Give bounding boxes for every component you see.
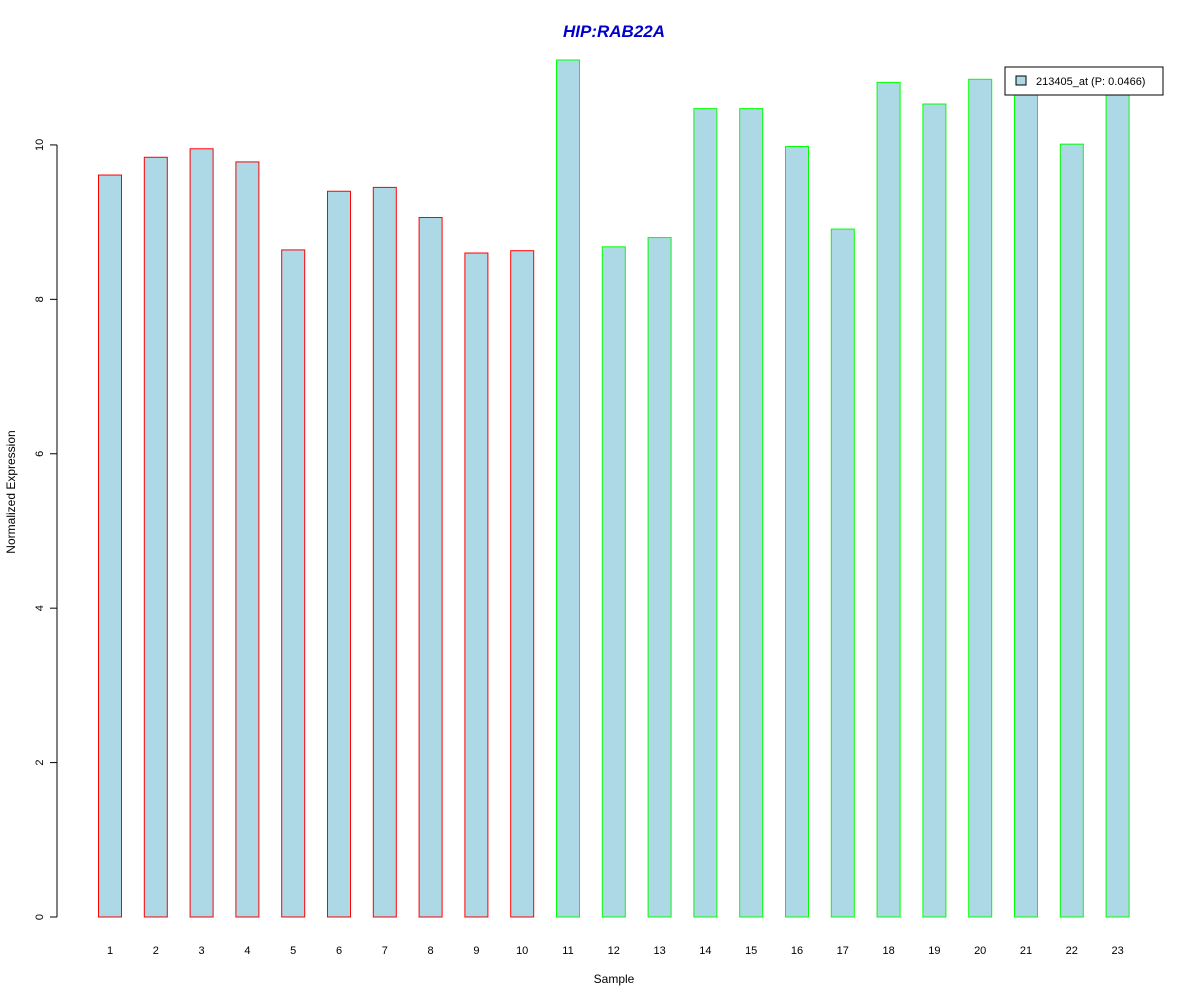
bar-sample-17 xyxy=(830,228,855,918)
y-tick-label: 0 xyxy=(34,914,46,920)
x-tick-label: 6 xyxy=(336,945,342,957)
bar-sample-1 xyxy=(98,174,122,918)
y-axis-label: Normalized Expression xyxy=(4,430,18,553)
chart-title: HIP:RAB22A xyxy=(563,22,665,41)
legend-label: 213405_at (P: 0.0466) xyxy=(1036,76,1145,88)
bar-sample-3 xyxy=(189,148,214,918)
x-tick-label: 23 xyxy=(1111,945,1123,957)
legend-swatch xyxy=(1015,75,1027,86)
legend-box xyxy=(1004,66,1164,96)
bar-sample-14 xyxy=(693,108,718,918)
x-tick-label: 12 xyxy=(608,945,620,957)
x-tick-label: 21 xyxy=(1020,945,1032,957)
bar-sample-21 xyxy=(1014,92,1038,918)
legend: 213405_at (P: 0.0466) xyxy=(1004,66,1164,96)
x-tick-label: 4 xyxy=(244,945,250,957)
x-tick-label: 22 xyxy=(1066,945,1078,957)
x-tick-label: 19 xyxy=(928,945,940,957)
bar-sample-6 xyxy=(327,190,351,918)
x-tick-label: 5 xyxy=(290,945,296,957)
bar-sample-7 xyxy=(372,186,397,918)
bar-sample-4 xyxy=(235,161,260,918)
x-tick-label: 9 xyxy=(473,945,479,957)
y-tick-label: 4 xyxy=(34,605,46,611)
bar-sample-18 xyxy=(876,81,901,918)
y-tick-label: 2 xyxy=(34,760,46,766)
bar-sample-20 xyxy=(968,78,993,918)
x-tick-label: 2 xyxy=(153,945,159,957)
bar-sample-15 xyxy=(739,108,764,918)
bar-sample-12 xyxy=(601,246,626,918)
x-tick-label: 16 xyxy=(791,945,803,957)
x-tick-label: 13 xyxy=(653,945,665,957)
bar-sample-19 xyxy=(922,103,947,918)
x-tick-label: 7 xyxy=(382,945,388,957)
x-tick-label: 15 xyxy=(745,945,757,957)
y-tick-label: 10 xyxy=(34,139,46,151)
bar-sample-8 xyxy=(418,217,443,918)
x-tick-labels: 1 2 3 4 5 6 7 8 9 10 11 12 13 14 15 16 17 18 19 20 21 22 23 xyxy=(107,945,1124,957)
y-axis: 0 2 4 6 8 10 xyxy=(34,139,58,920)
bar-sample-22 xyxy=(1059,143,1084,918)
y-tick-label: 6 xyxy=(34,451,46,457)
x-tick-label: 1 xyxy=(107,945,113,957)
bar-sample-13 xyxy=(647,237,672,918)
bar-sample-16 xyxy=(785,145,809,918)
x-tick-label: 10 xyxy=(516,945,528,957)
x-tick-label: 11 xyxy=(562,945,573,957)
bar-sample-9 xyxy=(464,252,489,918)
x-tick-label: 20 xyxy=(974,945,986,957)
bar-sample-10 xyxy=(510,250,535,918)
x-tick-label: 14 xyxy=(699,945,711,957)
bars-group xyxy=(98,59,1130,918)
x-tick-label: 8 xyxy=(428,945,434,957)
bar-sample-5 xyxy=(281,249,306,918)
bar-sample-2 xyxy=(143,156,168,918)
x-tick-label: 18 xyxy=(882,945,894,957)
x-axis-label: Sample xyxy=(594,972,635,986)
bar-sample-11 xyxy=(556,59,580,918)
y-tick-label: 8 xyxy=(34,296,46,302)
bar-sample-23 xyxy=(1105,92,1130,918)
x-tick-label: 17 xyxy=(837,945,849,957)
x-tick-label: 3 xyxy=(199,945,205,957)
